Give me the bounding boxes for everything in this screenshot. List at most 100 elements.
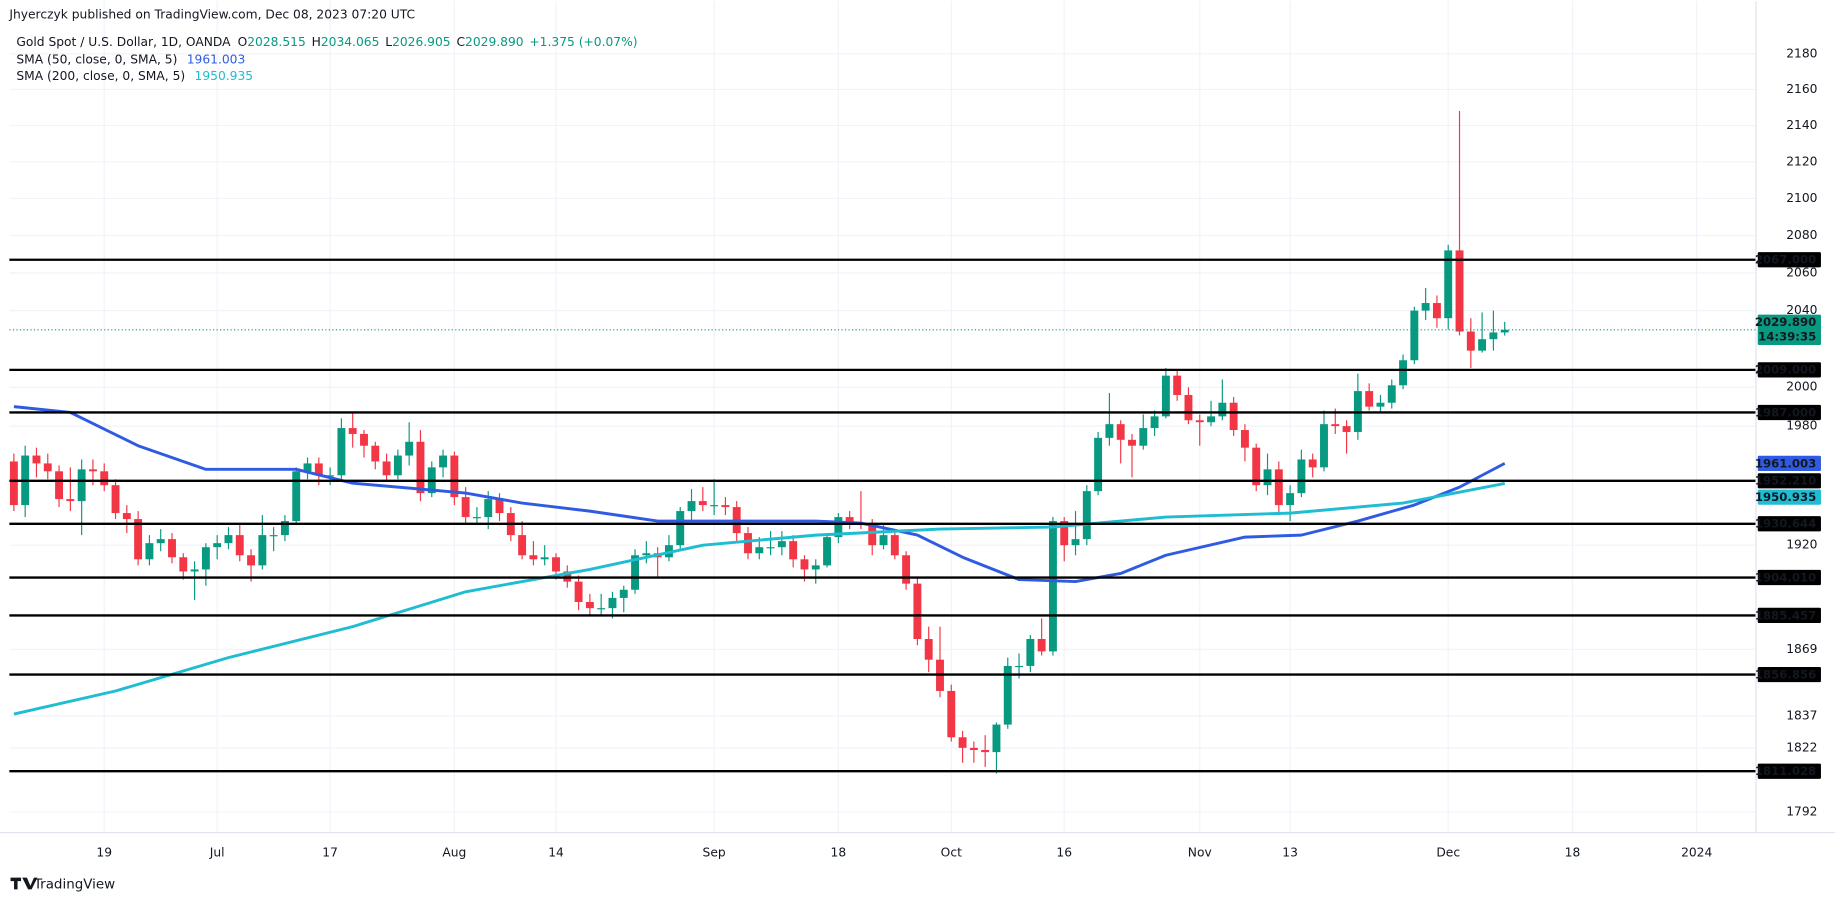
- byline: Jhyerczyk published on TradingView.com, …: [8, 8, 415, 22]
- x-tick-label: 14: [548, 846, 564, 860]
- price-label: 1904.010: [1755, 570, 1816, 584]
- candle-body: [1387, 385, 1396, 403]
- price-label-box: [1757, 763, 1821, 779]
- price-label-box: [1757, 516, 1821, 532]
- candle-body: [608, 597, 617, 609]
- candle-body: [269, 535, 278, 537]
- sma-line: [13, 481, 1506, 716]
- candle-body: [484, 499, 493, 518]
- candle-body: [1048, 521, 1057, 652]
- candle-body: [201, 547, 210, 570]
- candle-body: [755, 547, 764, 554]
- candle-body: [1037, 638, 1046, 652]
- candle-body: [800, 559, 809, 570]
- price-label-box: [1757, 489, 1821, 505]
- candle-body: [823, 537, 832, 566]
- candle-body: [122, 513, 131, 520]
- price-label: 14:39:35: [1758, 330, 1816, 344]
- price-label-box: [1757, 455, 1821, 472]
- candle-body: [393, 455, 402, 476]
- candle-body: [1015, 665, 1024, 668]
- candle-body: [450, 455, 459, 498]
- candle-body: [1082, 491, 1091, 540]
- candle-body: [947, 690, 956, 738]
- candle-body: [687, 501, 696, 512]
- price-label: 1811.028: [1755, 764, 1816, 778]
- candle-body: [280, 521, 289, 536]
- candle-body: [1116, 424, 1125, 440]
- brand: TradingView: [33, 878, 115, 893]
- symbol-legend: Gold Spot / U.S. Dollar, 1D, OANDA O2028.…: [16, 35, 637, 49]
- candle-body: [1150, 416, 1159, 429]
- candle-body: [405, 441, 414, 456]
- candle-body: [303, 463, 312, 472]
- x-tick-label: Jul: [209, 846, 225, 860]
- price-label: 1856.856: [1755, 667, 1816, 681]
- candle-body: [1263, 469, 1272, 486]
- x-tick-label: Nov: [1188, 846, 1212, 860]
- candle-body: [1466, 331, 1475, 351]
- candle-body: [585, 602, 594, 609]
- candle-body: [111, 485, 120, 514]
- candle-body: [574, 581, 583, 603]
- ohlc-key: O: [238, 35, 248, 49]
- candle-body: [890, 535, 899, 556]
- price-label: 1961.003: [1755, 456, 1816, 470]
- candle-body: [360, 433, 368, 446]
- price-label: 2029.890: [1755, 315, 1816, 329]
- indicator-value: 1961.003: [187, 52, 246, 66]
- candle-body: [1240, 430, 1249, 448]
- candle-body: [416, 441, 425, 494]
- price-label: 1952.210: [1755, 474, 1816, 488]
- price-label: 1950.935: [1755, 490, 1816, 504]
- candle-body: [924, 638, 933, 660]
- candle-body: [1421, 303, 1430, 311]
- price-label-box: [1757, 404, 1821, 421]
- y-tick-label: 2180: [1786, 46, 1817, 60]
- candle-body: [1432, 303, 1441, 319]
- y-tick-label: 2140: [1786, 118, 1817, 132]
- candle-body: [1331, 424, 1340, 427]
- candle-body: [337, 428, 346, 476]
- candle-body: [382, 461, 391, 476]
- price-label-box: [1757, 607, 1821, 624]
- candle-body: [811, 565, 820, 570]
- change: +1.375 (+0.07%): [529, 35, 637, 49]
- indicator-value: 1950.935: [195, 69, 254, 83]
- candle-body: [642, 553, 651, 556]
- x-tick-label: 2024: [1681, 846, 1712, 860]
- candle-body: [744, 533, 752, 554]
- candle-body: [597, 608, 606, 610]
- candle-body: [371, 445, 380, 462]
- candle-body: [1218, 402, 1227, 417]
- y-tick-label: 2100: [1786, 191, 1817, 205]
- x-tick-label: Aug: [442, 846, 466, 860]
- y-tick-label: 2160: [1786, 82, 1817, 96]
- ohlc-key: C: [456, 35, 465, 49]
- candle-body: [292, 471, 301, 522]
- ohlc-value: 2026.905: [392, 35, 451, 49]
- x-tick-label: Oct: [941, 846, 962, 860]
- candle-body: [495, 499, 504, 514]
- candle-body: [1094, 437, 1103, 492]
- candle-body: [43, 463, 52, 472]
- indicator-name: SMA (50, close, 0, SMA, 5): [16, 52, 177, 66]
- candle-body: [834, 517, 843, 538]
- candle-body: [789, 541, 798, 560]
- candle-body: [1399, 360, 1407, 386]
- candle-body: [619, 589, 628, 598]
- candle-body: [1500, 329, 1509, 333]
- candle-body: [529, 555, 538, 560]
- candle-body: [631, 555, 640, 590]
- candle-body: [1207, 416, 1216, 423]
- candle-body: [134, 519, 143, 560]
- candle-body: [1184, 394, 1193, 421]
- candle-body: [1128, 439, 1136, 446]
- candle-body: [518, 535, 527, 556]
- candle-body: [1308, 459, 1317, 468]
- candle-body: [213, 543, 222, 548]
- y-tick-label: 2080: [1786, 228, 1817, 242]
- y-tick-label: 1980: [1786, 419, 1817, 433]
- candle-body: [1444, 250, 1453, 319]
